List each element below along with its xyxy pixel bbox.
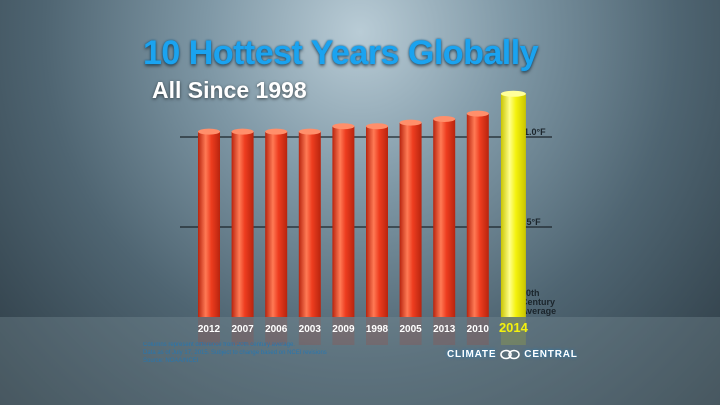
bar [466,113,489,317]
bar-cap [298,128,321,135]
x-tick-label: 2013 [433,324,456,335]
bar-cap [332,123,355,130]
bar-reflection [298,317,321,345]
bar-reflection [500,317,526,345]
bar-reflection [399,317,422,345]
bar [198,131,220,317]
x-tick-label: 1998 [366,324,389,335]
bar [366,126,388,317]
chart-subtitle: All Since 1998 [152,77,307,103]
x-tick-label: 2010 [467,324,490,335]
bar-cap [500,90,526,97]
bar-cap [231,128,254,135]
bar-reflection [466,317,489,345]
x-tick-label: 2007 [231,324,254,335]
bar [433,119,456,317]
bar-cap [433,116,456,122]
bar-cap [265,128,288,135]
x-tick-label: 2009 [332,324,355,335]
bar-reflection [198,317,220,345]
footnote-line: Columns represent difference from 20th c… [143,342,295,348]
bar [332,126,355,317]
bar [298,131,321,317]
chart-floor [0,317,720,405]
footnote-source: Source: NOAA/NCEI [143,358,199,364]
bar-cap [466,110,489,117]
bar [231,131,254,317]
bar-reflection [366,317,388,345]
x-tick-label: 2012 [198,324,221,335]
y-tick-label: 1.0°F [524,127,546,137]
bar-reflection [433,317,456,345]
footnote-line: Data as of July 17, 2015. Subject to cha… [143,350,327,356]
x-tick-label: 2014 [499,320,529,335]
logo-text-left: CLIMATE [447,349,497,360]
chart-title: 10 Hottest Years Globally [143,34,539,72]
bar [500,93,526,317]
infinity-icon [500,349,521,360]
y-tick-label: 20th Century Average [521,288,556,316]
chart-footnotes: Columns represent difference from 20th c… [143,341,403,365]
bar-cap [399,119,422,126]
bar-reflection [265,317,288,345]
bar [265,131,288,317]
bar-cap [198,128,220,135]
logo-text-right: CENTRAL [524,349,578,360]
bar-reflection [231,317,254,345]
climate-central-logo: CLIMATE CENTRAL [447,349,578,360]
bar [399,122,422,317]
bar-cap [366,123,388,130]
x-tick-label: 2006 [265,324,288,335]
x-tick-label: 2005 [399,324,422,335]
y-tick-label: .5°F [524,217,541,227]
x-tick-label: 2003 [299,324,322,335]
bar-reflection [332,317,355,345]
